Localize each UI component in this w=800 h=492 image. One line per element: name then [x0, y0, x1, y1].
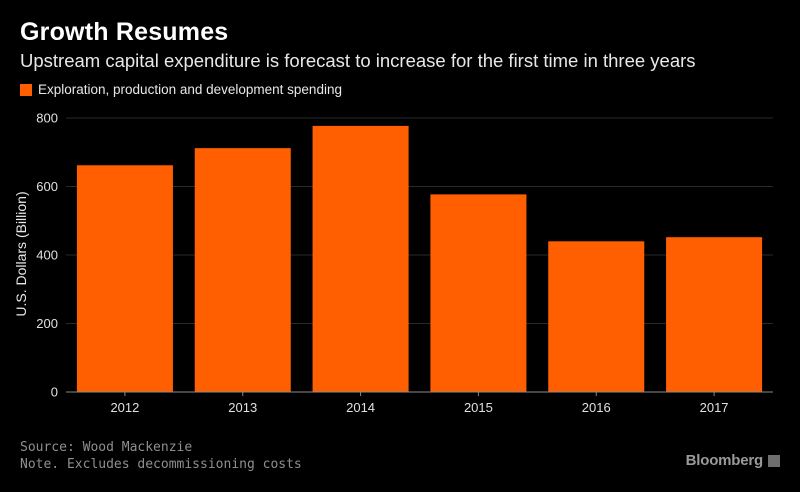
chart-title: Growth Resumes	[20, 18, 229, 46]
bar-2016	[548, 241, 645, 392]
axes: 0 200 400 600 800 2012 2013 2014 2015 2016 2017	[36, 111, 773, 415]
chart-subtitle: Upstream capital expenditure is forecast…	[20, 50, 696, 71]
y-tick-label: 0	[51, 385, 58, 400]
footnote: Note. Excludes decommissioning costs	[20, 457, 302, 472]
gridlines	[66, 117, 773, 324]
x-tick-label: 2014	[346, 400, 375, 415]
legend-label: Exploration, production and development …	[38, 82, 342, 97]
x-tick-label: 2012	[110, 400, 139, 415]
source-note: Source: Wood Mackenzie	[20, 440, 193, 455]
y-tick-label: 600	[36, 179, 58, 194]
y-axis-label: U.S. Dollars (Billion)	[13, 191, 29, 316]
bloomberg-chart-icon	[768, 454, 780, 467]
bars	[76, 125, 763, 392]
x-tick-label: 2016	[582, 400, 611, 415]
y-tick-label: 200	[36, 316, 58, 331]
brand-logo: Bloomberg	[686, 452, 780, 469]
legend-swatch	[20, 83, 32, 96]
bar-2013	[194, 148, 291, 392]
bar-2015	[430, 194, 527, 392]
bar-2014	[312, 125, 409, 392]
brand-name: Bloomberg	[685, 452, 764, 469]
x-tick-label: 2013	[228, 400, 257, 415]
bar-2017	[666, 237, 763, 392]
y-tick-label: 400	[36, 248, 58, 263]
x-tick-label: 2015	[464, 400, 493, 415]
bar-2012	[76, 165, 173, 392]
y-tick-label: 800	[36, 111, 58, 126]
x-tick-label: 2017	[700, 400, 729, 415]
legend: Exploration, production and development …	[20, 82, 342, 97]
